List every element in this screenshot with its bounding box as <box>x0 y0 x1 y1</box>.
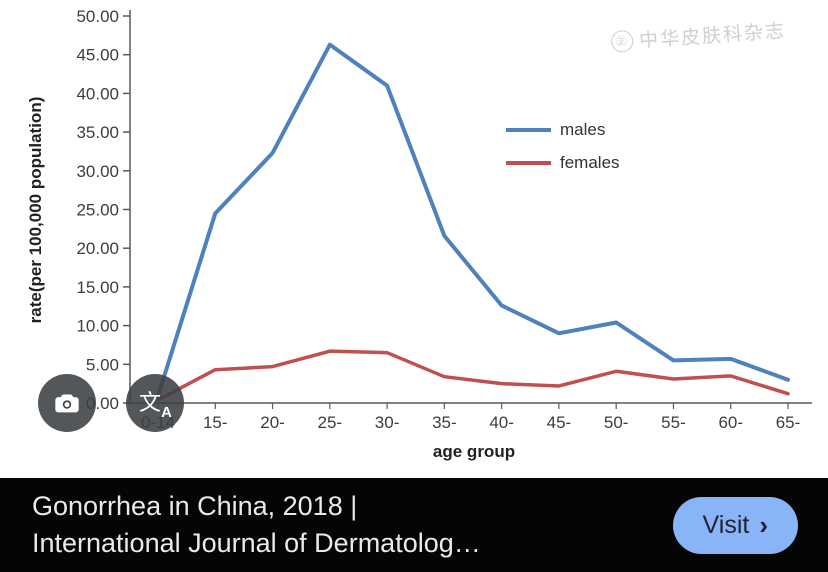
line-chart: 0.005.0010.0015.0020.0025.0030.0035.0040… <box>76 7 812 432</box>
svg-text:5.00: 5.00 <box>86 355 119 374</box>
result-title-link[interactable]: Gonorrhea in China, 2018 | International… <box>32 488 481 562</box>
svg-text:20.00: 20.00 <box>76 239 119 258</box>
svg-text:30-: 30- <box>375 413 400 432</box>
svg-text:55-: 55- <box>661 413 686 432</box>
svg-text:45-: 45- <box>547 413 572 432</box>
chevron-right-icon: › <box>759 510 768 540</box>
translate-icon: 文 A <box>139 390 172 421</box>
svg-text:20-: 20- <box>260 413 285 432</box>
svg-text:50-: 50- <box>604 413 629 432</box>
x-axis-label: age group <box>432 442 516 461</box>
result-title-line2: International Journal of Dermatolog… <box>32 528 481 558</box>
svg-text:65-: 65- <box>776 413 801 432</box>
svg-text:45.00: 45.00 <box>76 46 119 65</box>
legend-label-males: males <box>560 120 606 139</box>
visit-button[interactable]: Visit › <box>672 496 798 554</box>
svg-text:10.00: 10.00 <box>76 317 119 336</box>
males-line-swatch <box>506 128 551 132</box>
translate-button[interactable]: 文 A <box>126 374 184 432</box>
legend-item-males: males <box>506 120 620 140</box>
lens-camera-button[interactable] <box>38 374 96 432</box>
legend-label-females: females <box>560 153 620 172</box>
result-title-line1: Gonorrhea in China, 2018 | <box>32 491 358 521</box>
svg-text:40-: 40- <box>489 413 514 432</box>
svg-text:25-: 25- <box>318 413 343 432</box>
svg-text:60-: 60- <box>718 413 743 432</box>
svg-text:25.00: 25.00 <box>76 201 119 220</box>
chart-legend: males females <box>506 120 620 173</box>
legend-item-females: females <box>506 153 620 173</box>
result-bottom-bar: Gonorrhea in China, 2018 | International… <box>0 478 828 572</box>
svg-text:50.00: 50.00 <box>76 7 119 26</box>
svg-text:15.00: 15.00 <box>76 278 119 297</box>
chart-area: ㊣ 中华皮肤科杂志 0.00 5.00 10.00 15.00 20.00 25.00 30… <box>26 7 812 461</box>
females-series-line <box>156 349 790 402</box>
svg-text:40.00: 40.00 <box>76 84 119 103</box>
y-axis-label: rate(per 100,000 population) <box>26 96 45 324</box>
svg-text:30.00: 30.00 <box>76 162 119 181</box>
females-line-swatch <box>506 161 551 165</box>
visit-button-label: Visit <box>702 510 750 539</box>
svg-text:35-: 35- <box>432 413 457 432</box>
svg-text:15-: 15- <box>203 413 228 432</box>
males-series-line <box>156 42 790 399</box>
camera-icon <box>55 394 79 413</box>
svg-text:35.00: 35.00 <box>76 123 119 142</box>
